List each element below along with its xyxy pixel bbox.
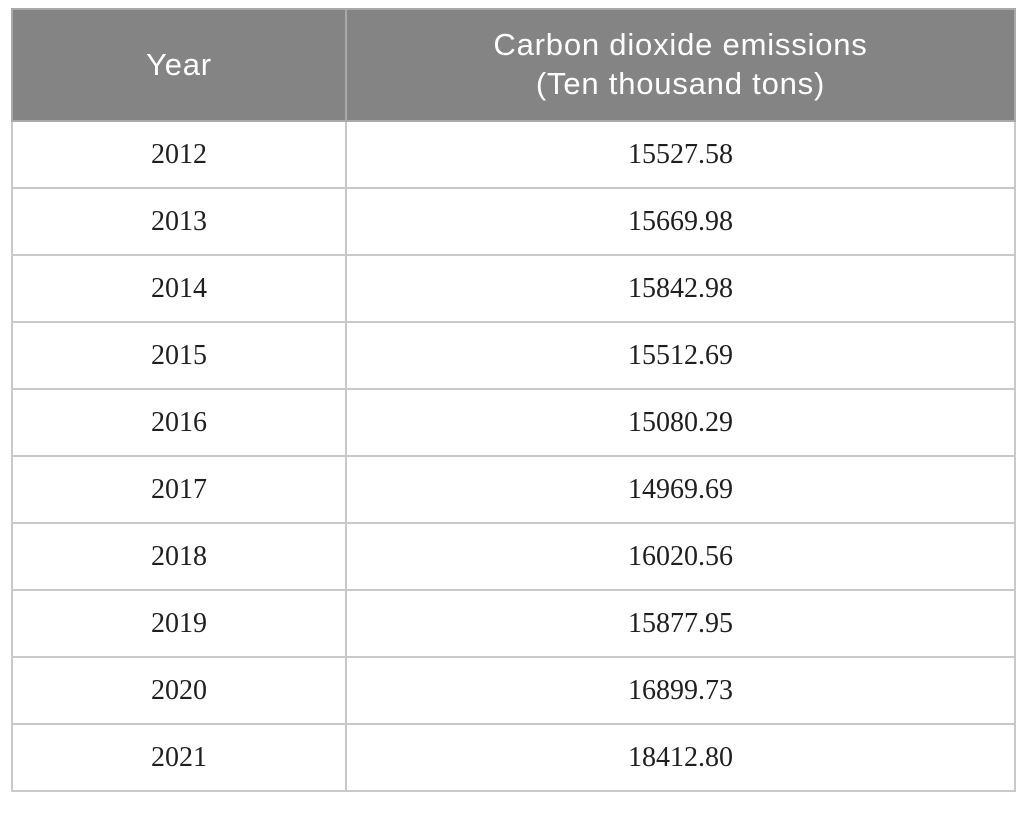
table-row: 2012 15527.58 — [11, 120, 1016, 189]
table-row: 2016 15080.29 — [11, 388, 1016, 457]
year-cell: 2017 — [11, 455, 347, 524]
emissions-cell: 15512.69 — [345, 321, 1016, 390]
emissions-cell: 16899.73 — [345, 656, 1016, 725]
year-cell: 2018 — [11, 522, 347, 591]
year-cell: 2021 — [11, 723, 347, 792]
year-cell: 2016 — [11, 388, 347, 457]
table-row: 2018 16020.56 — [11, 522, 1016, 591]
table-row: 2019 15877.95 — [11, 589, 1016, 658]
year-header-label: Year — [146, 46, 212, 82]
year-cell: 2012 — [11, 120, 347, 189]
header-row: Year Carbon dioxide emissions (Ten thous… — [11, 8, 1016, 122]
col-header-emissions: Carbon dioxide emissions (Ten thousand t… — [345, 8, 1016, 122]
year-cell: 2020 — [11, 656, 347, 725]
emissions-cell: 15080.29 — [345, 388, 1016, 457]
emissions-cell: 15669.98 — [345, 187, 1016, 256]
table-body: 2012 15527.58 2013 15669.98 2014 15842.98 2015… — [11, 120, 1016, 792]
emissions-cell: 18412.80 — [345, 723, 1016, 792]
emissions-header-line2: (Ten thousand tons) — [535, 66, 826, 101]
year-cell: 2013 — [11, 187, 347, 256]
table-row: 2017 14969.69 — [11, 455, 1016, 524]
co2-emissions-table: Year Carbon dioxide emissions (Ten thous… — [11, 8, 1016, 792]
year-cell: 2019 — [11, 589, 347, 658]
emissions-cell: 15842.98 — [345, 254, 1016, 323]
table-row: 2015 15512.69 — [11, 321, 1016, 390]
emissions-header-line1: Carbon dioxide emissions — [493, 27, 868, 63]
table-row: 2020 16899.73 — [11, 656, 1016, 725]
year-cell: 2014 — [11, 254, 347, 323]
emissions-cell: 15527.58 — [345, 120, 1016, 189]
year-cell: 2015 — [11, 321, 347, 390]
table-row: 2014 15842.98 — [11, 254, 1016, 323]
emissions-cell: 16020.56 — [345, 522, 1016, 591]
emissions-cell: 15877.95 — [345, 589, 1016, 658]
table-row: 2021 18412.80 — [11, 723, 1016, 792]
table-row: 2013 15669.98 — [11, 187, 1016, 256]
col-header-year: Year — [11, 8, 347, 122]
emissions-cell: 14969.69 — [345, 455, 1016, 524]
